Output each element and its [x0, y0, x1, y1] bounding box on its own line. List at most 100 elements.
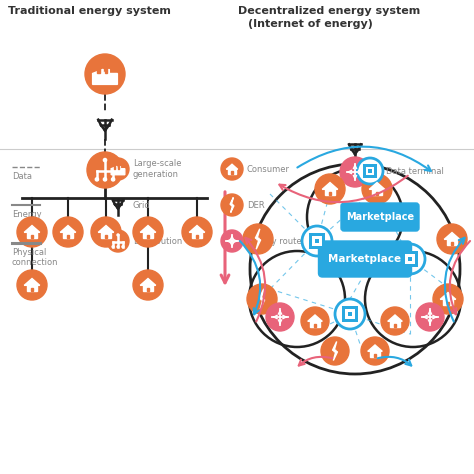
Polygon shape: [143, 232, 153, 238]
Polygon shape: [27, 285, 37, 292]
Polygon shape: [328, 192, 331, 195]
Text: Large-scale
generation: Large-scale generation: [133, 159, 182, 179]
Circle shape: [357, 158, 383, 184]
Circle shape: [301, 307, 329, 335]
Text: Physical
connection: Physical connection: [12, 248, 58, 267]
Polygon shape: [255, 229, 261, 249]
Circle shape: [117, 246, 119, 248]
Polygon shape: [111, 166, 125, 175]
Polygon shape: [24, 226, 40, 232]
Polygon shape: [371, 351, 380, 357]
Circle shape: [122, 246, 124, 248]
Polygon shape: [369, 182, 385, 189]
Text: (Internet of energy): (Internet of energy): [248, 19, 373, 29]
Circle shape: [17, 217, 47, 247]
Bar: [408, 256, 412, 262]
Bar: [346, 310, 355, 319]
Bar: [118, 166, 119, 169]
Circle shape: [17, 270, 47, 300]
Bar: [114, 166, 115, 169]
Circle shape: [107, 158, 129, 180]
Text: Energy router: Energy router: [247, 237, 305, 246]
Bar: [405, 255, 415, 264]
Circle shape: [381, 307, 409, 335]
Text: Distribution: Distribution: [133, 237, 182, 246]
Circle shape: [103, 178, 107, 181]
Circle shape: [247, 284, 277, 314]
Text: Data terminal: Data terminal: [386, 166, 444, 175]
Circle shape: [103, 158, 107, 162]
Circle shape: [107, 230, 129, 252]
Polygon shape: [228, 169, 236, 174]
Bar: [105, 69, 107, 73]
Polygon shape: [368, 345, 382, 351]
Polygon shape: [98, 226, 114, 232]
Polygon shape: [101, 232, 111, 238]
Circle shape: [437, 224, 467, 254]
Circle shape: [133, 270, 163, 300]
Polygon shape: [440, 292, 456, 300]
Polygon shape: [143, 285, 153, 292]
Circle shape: [85, 54, 125, 94]
Polygon shape: [314, 324, 316, 327]
Polygon shape: [447, 302, 449, 305]
Circle shape: [112, 246, 114, 248]
Polygon shape: [226, 164, 238, 169]
Polygon shape: [322, 182, 338, 189]
Polygon shape: [192, 232, 202, 238]
Circle shape: [133, 217, 163, 247]
Text: Decentralized energy system: Decentralized energy system: [238, 6, 420, 16]
Bar: [315, 238, 319, 244]
Circle shape: [91, 217, 121, 247]
Polygon shape: [24, 279, 40, 285]
Polygon shape: [375, 192, 378, 195]
Polygon shape: [259, 289, 264, 309]
Polygon shape: [372, 189, 382, 195]
Circle shape: [340, 157, 370, 187]
Text: Consumer: Consumer: [247, 164, 290, 173]
Polygon shape: [374, 354, 376, 357]
Circle shape: [433, 284, 463, 314]
Bar: [342, 306, 358, 322]
Polygon shape: [146, 235, 149, 238]
Polygon shape: [325, 189, 335, 195]
Circle shape: [182, 217, 212, 247]
Polygon shape: [140, 226, 156, 232]
Text: Grid: Grid: [133, 201, 151, 210]
Polygon shape: [230, 198, 234, 212]
Bar: [363, 164, 377, 178]
Circle shape: [361, 337, 389, 365]
Bar: [347, 311, 353, 317]
Circle shape: [266, 303, 294, 331]
Polygon shape: [196, 235, 199, 238]
Polygon shape: [231, 171, 233, 174]
Polygon shape: [443, 300, 453, 305]
Circle shape: [221, 158, 243, 180]
Polygon shape: [63, 232, 73, 238]
Polygon shape: [27, 232, 37, 238]
Bar: [402, 251, 418, 267]
Polygon shape: [60, 226, 76, 232]
Circle shape: [221, 194, 243, 216]
Polygon shape: [31, 235, 33, 238]
Bar: [312, 237, 321, 246]
Polygon shape: [308, 315, 322, 321]
Circle shape: [315, 174, 345, 204]
Polygon shape: [66, 235, 69, 238]
Polygon shape: [332, 341, 337, 361]
Text: Energy: Energy: [12, 210, 42, 219]
Circle shape: [53, 217, 83, 247]
Circle shape: [87, 152, 123, 188]
Text: Marketplace: Marketplace: [328, 254, 401, 264]
Text: Traditional energy system: Traditional energy system: [8, 6, 171, 16]
Bar: [366, 167, 374, 175]
Polygon shape: [391, 321, 400, 327]
Polygon shape: [394, 324, 396, 327]
Polygon shape: [92, 69, 118, 84]
Bar: [309, 233, 325, 249]
Circle shape: [221, 230, 243, 252]
Polygon shape: [451, 242, 454, 246]
FancyBboxPatch shape: [341, 203, 419, 231]
Circle shape: [362, 174, 392, 204]
Circle shape: [335, 299, 365, 329]
